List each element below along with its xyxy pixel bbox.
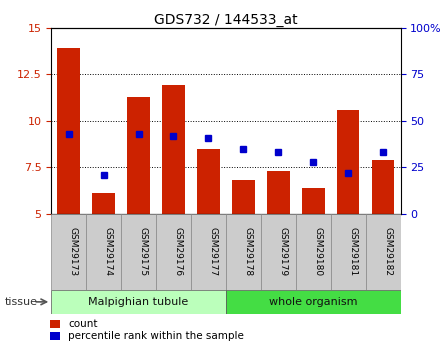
Bar: [295, 214, 331, 290]
Text: Malpighian tubule: Malpighian tubule: [89, 297, 189, 307]
Bar: [226, 290, 400, 314]
Text: GSM29175: GSM29175: [138, 227, 147, 276]
Bar: [191, 214, 226, 290]
Legend: count, percentile rank within the sample: count, percentile rank within the sample: [50, 319, 244, 341]
Text: GSM29176: GSM29176: [174, 227, 182, 276]
Text: GSM29177: GSM29177: [208, 227, 217, 276]
Text: tissue: tissue: [4, 297, 37, 307]
Bar: [372, 160, 394, 214]
Text: GSM29178: GSM29178: [243, 227, 252, 276]
Text: GSM29180: GSM29180: [313, 227, 322, 276]
Bar: [331, 214, 366, 290]
Bar: [197, 149, 220, 214]
Bar: [337, 110, 360, 214]
Text: GSM29181: GSM29181: [348, 227, 357, 276]
Bar: [57, 48, 80, 214]
Text: whole organism: whole organism: [269, 297, 357, 307]
Text: GSM29179: GSM29179: [278, 227, 287, 276]
Bar: [127, 97, 150, 214]
Bar: [162, 85, 185, 214]
Bar: [121, 214, 156, 290]
Bar: [51, 290, 226, 314]
Text: GSM29182: GSM29182: [383, 227, 392, 276]
Bar: [261, 214, 295, 290]
Bar: [267, 171, 290, 214]
Bar: [86, 214, 121, 290]
Text: GSM29173: GSM29173: [69, 227, 77, 276]
Bar: [302, 188, 324, 214]
Text: GSM29174: GSM29174: [104, 227, 113, 276]
Bar: [51, 214, 86, 290]
Bar: [92, 194, 115, 214]
Bar: [366, 214, 400, 290]
Title: GDS732 / 144533_at: GDS732 / 144533_at: [154, 12, 298, 27]
Bar: [226, 214, 261, 290]
Bar: [232, 180, 255, 214]
Bar: [156, 214, 191, 290]
